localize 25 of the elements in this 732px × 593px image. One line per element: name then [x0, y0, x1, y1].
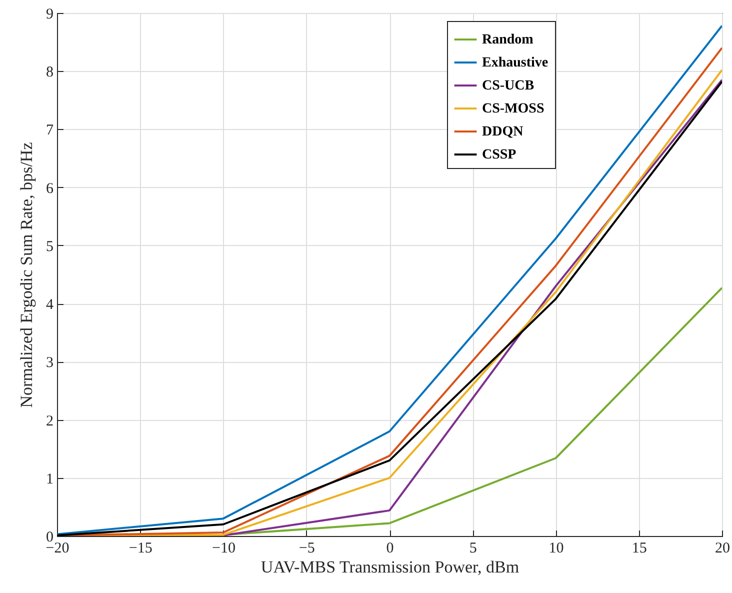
legend-label: Exhaustive [482, 56, 548, 70]
legend-label: CS-MOSS [482, 102, 544, 116]
y-axis-title: Normalized Ergodic Sum Rate, bps/Hz [17, 142, 36, 408]
x-tick-label: −15 [128, 540, 152, 556]
x-tick-label: 0 [386, 540, 394, 556]
y-tick-label: 5 [46, 238, 54, 255]
y-tick-label: 2 [46, 413, 54, 430]
y-tick-label: 1 [46, 471, 54, 488]
legend-label: DDQN [482, 124, 524, 140]
legend-label: CSSP [482, 148, 517, 162]
x-tick-label: 5 [469, 540, 477, 556]
y-tick-label: 3 [46, 355, 54, 372]
y-tick-label: 6 [46, 180, 54, 197]
legend-label: Random [482, 32, 534, 48]
y-tick-label: 9 [46, 6, 54, 22]
x-tick-label: −5 [298, 540, 315, 556]
x-tick-label: 20 [715, 540, 730, 556]
x-axis-title: UAV-MBS Transmission Power, dBm [260, 558, 520, 576]
y-tick-label: 8 [46, 64, 54, 81]
x-tick-label: 10 [548, 540, 564, 556]
y-tick-label: 4 [46, 297, 54, 314]
y-tick-label: 7 [46, 122, 54, 139]
legend-label: CS-UCB [482, 78, 534, 94]
x-tick-label: 15 [632, 540, 647, 556]
x-tick-label: −10 [212, 540, 236, 556]
